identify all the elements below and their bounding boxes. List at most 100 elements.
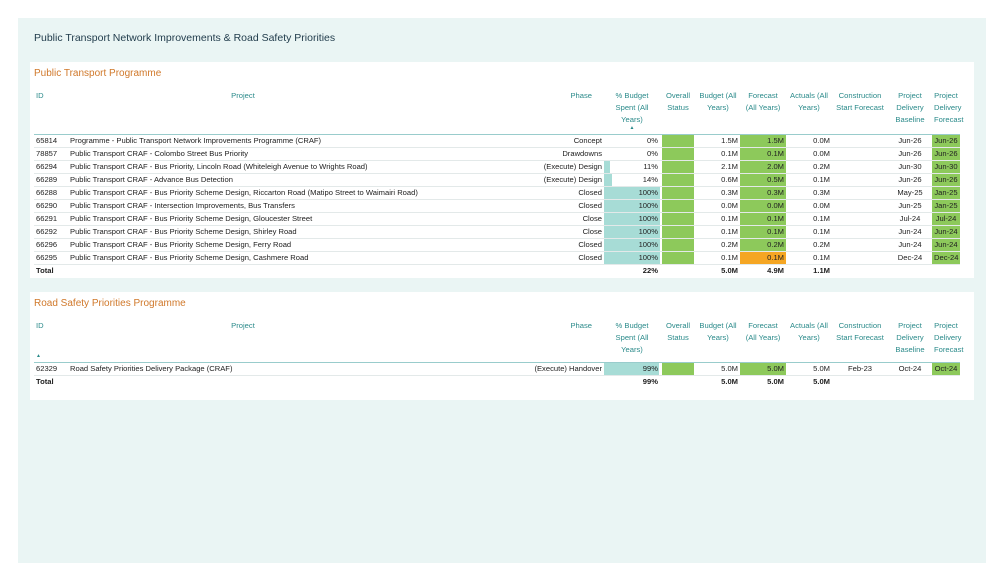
row-overall-status — [660, 362, 696, 376]
table-row[interactable]: 66289 Public Transport CRAF - Advance Bus… — [34, 173, 960, 187]
row-overall-status — [660, 134, 696, 148]
row-actuals: 0.2M — [786, 160, 832, 174]
total-spacer — [832, 375, 888, 388]
pct-budget-value: 100% — [638, 252, 658, 262]
row-delivery-baseline: Jul-24 — [888, 212, 932, 226]
status-indicator — [662, 186, 694, 198]
status-indicator — [662, 134, 694, 146]
table-row[interactable]: 62329 Road Safety Priorities Delivery Pac… — [34, 362, 960, 376]
table-row[interactable]: 66294 Public Transport CRAF - Bus Priorit… — [34, 160, 960, 174]
row-budget: 0.1M — [696, 225, 740, 239]
row-construction-start — [832, 186, 888, 200]
pct-budget-value: 0% — [647, 148, 658, 158]
row-pct-budget: 100% — [604, 186, 660, 200]
col-budget-header[interactable]: Budget (All Years) — [696, 320, 740, 363]
status-indicator — [662, 199, 694, 211]
col-actuals-header[interactable]: Actuals (All Years) — [786, 320, 832, 363]
total-spacer — [888, 375, 932, 388]
row-overall-status — [660, 186, 696, 200]
row-delivery-baseline: Dec-24 — [888, 251, 932, 265]
col-delivery-baseline-header[interactable]: Project Delivery Baseline — [888, 320, 932, 363]
col-id-header[interactable]: ID — [34, 90, 68, 135]
table-row[interactable]: 66292 Public Transport CRAF - Bus Priorit… — [34, 225, 960, 239]
col-pct-budget-label: % Budget Spent (All Years) — [615, 91, 649, 124]
table-row[interactable]: 66295 Public Transport CRAF - Bus Priorit… — [34, 251, 960, 265]
row-budget: 0.1M — [696, 251, 740, 265]
row-project: Public Transport CRAF - Bus Priority Sch… — [68, 238, 418, 252]
table-row[interactable]: 66291 Public Transport CRAF - Bus Priorit… — [34, 212, 960, 226]
row-delivery-baseline: Jun-26 — [888, 147, 932, 161]
row-forecast: 0.0M — [740, 199, 786, 213]
row-budget: 2.1M — [696, 160, 740, 174]
col-delivery-forecast-header[interactable]: Project Delivery Forecast — [932, 320, 964, 363]
row-budget: 1.5M — [696, 134, 740, 148]
col-project-header[interactable]: Project — [68, 320, 418, 363]
col-phase-header[interactable]: Phase — [418, 320, 604, 363]
pct-budget-bar — [604, 212, 660, 224]
row-phase: Concept — [418, 134, 604, 148]
col-construction-start-header[interactable]: Construction Start Forecast — [832, 90, 888, 135]
col-project-header[interactable]: Project — [68, 90, 418, 135]
pct-budget-value: 100% — [638, 226, 658, 236]
row-forecast: 0.1M — [740, 212, 786, 226]
row-construction-start: Feb-23 — [832, 362, 888, 376]
pct-budget-bar — [604, 173, 612, 185]
total-actuals: 5.0M — [813, 376, 830, 386]
col-pct-budget-header[interactable]: % Budget Spent (All Years) ▲ — [604, 90, 660, 135]
row-pct-budget: 100% — [604, 199, 660, 213]
pct-budget-bar — [604, 186, 660, 198]
report-canvas: Public Transport Network Improvements & … — [18, 18, 986, 563]
status-indicator — [662, 173, 694, 185]
total-label: Total — [36, 265, 54, 275]
total-actuals: 1.1M — [813, 265, 830, 275]
row-delivery-forecast: Jun-30 — [932, 160, 960, 174]
public-transport-table: ID Project Phase % Budget Spent (All Yea… — [34, 90, 964, 277]
row-phase: Closed — [418, 186, 604, 200]
col-delivery-baseline-header[interactable]: Project Delivery Baseline — [888, 90, 932, 135]
col-phase-header[interactable]: Phase — [418, 90, 604, 135]
total-budget: 5.0M — [721, 376, 738, 386]
row-project: Public Transport CRAF - Bus Priority Sch… — [68, 251, 418, 265]
total-label: Total — [36, 376, 54, 386]
pct-budget-value: 100% — [638, 187, 658, 197]
row-actuals: 0.0M — [786, 199, 832, 213]
pct-budget-bar — [604, 199, 660, 211]
col-status-header[interactable]: Overall Status — [660, 90, 696, 135]
row-delivery-forecast: Jun-24 — [932, 225, 960, 239]
table-row[interactable]: 66288 Public Transport CRAF - Bus Priorit… — [34, 186, 960, 200]
row-actuals: 0.3M — [786, 186, 832, 200]
col-budget-header[interactable]: Budget (All Years) — [696, 90, 740, 135]
table-row[interactable]: 66290 Public Transport CRAF - Intersectio… — [34, 199, 960, 213]
col-id-header[interactable]: ID ▲ — [34, 320, 68, 363]
row-delivery-forecast: Jun-26 — [932, 147, 960, 161]
col-pct-budget-header[interactable]: % Budget Spent (All Years) — [604, 320, 660, 363]
row-construction-start — [832, 225, 888, 239]
road-safety-title: Road Safety Priorities Programme — [34, 298, 186, 309]
table-row[interactable]: 78857 Public Transport CRAF - Colombo Str… — [34, 147, 960, 161]
row-delivery-baseline: Jun-24 — [888, 238, 932, 252]
row-actuals: 5.0M — [786, 362, 832, 376]
col-forecast-header[interactable]: Forecast (All Years) — [740, 320, 786, 363]
total-spacer — [660, 375, 696, 388]
total-spacer — [68, 375, 418, 388]
row-project: Public Transport CRAF - Bus Priority, Li… — [68, 160, 418, 174]
col-construction-start-header[interactable]: Construction Start Forecast — [832, 320, 888, 363]
col-status-header[interactable]: Overall Status — [660, 320, 696, 363]
row-forecast: 0.1M — [740, 147, 786, 161]
status-indicator — [662, 251, 694, 263]
col-actuals-header[interactable]: Actuals (All Years) — [786, 90, 832, 135]
row-id: 66295 — [34, 251, 68, 265]
col-forecast-header[interactable]: Forecast (All Years) — [740, 90, 786, 135]
table-row[interactable]: 65814 Programme - Public Transport Networ… — [34, 134, 960, 148]
public-transport-title: Public Transport Programme — [34, 68, 162, 79]
total-spacer — [832, 264, 888, 277]
row-budget: 0.6M — [696, 173, 740, 187]
status-indicator — [662, 362, 694, 374]
row-delivery-baseline: Oct-24 — [888, 362, 932, 376]
status-indicator — [662, 238, 694, 250]
row-project: Public Transport CRAF - Bus Priority Sch… — [68, 186, 418, 200]
col-delivery-forecast-header[interactable]: Project Delivery Forecast — [932, 90, 964, 135]
table-row[interactable]: 66296 Public Transport CRAF - Bus Priorit… — [34, 238, 960, 252]
road-safety-card: Road Safety Priorities Programme ID ▲ Pro… — [30, 292, 974, 400]
status-indicator — [662, 147, 694, 159]
